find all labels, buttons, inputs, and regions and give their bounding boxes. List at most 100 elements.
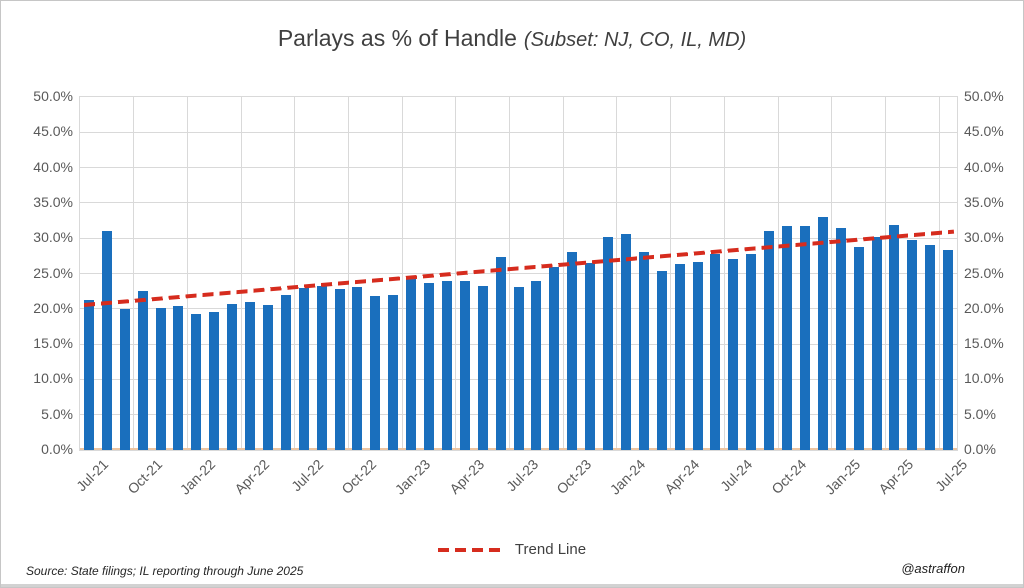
x-axis-tick-label-Apr-24: Apr-24 (660, 456, 702, 498)
bar-Feb-24 (638, 251, 649, 450)
bar-Sep-21 (119, 308, 130, 450)
x-axis-tick-label-Jul-24: Jul-24 (717, 456, 756, 495)
horizontal-gridline (80, 273, 957, 274)
bar-May-23 (477, 286, 488, 450)
bar-Jun-24 (710, 253, 721, 450)
chart-title-main: Parlays as % of Handle (277, 25, 517, 51)
x-axis-tick-label-Apr-25: Apr-25 (875, 456, 917, 498)
bar-Apr-25 (889, 224, 900, 450)
plot-area (79, 96, 958, 451)
x-axis-tick-label-Oct-21: Oct-21 (123, 456, 165, 498)
bar-Aug-23 (531, 281, 542, 450)
y-axis-tick-label-right: 20.0% (964, 299, 1004, 316)
source-note: Source: State filings; IL reporting thro… (26, 564, 304, 578)
y-axis-tick-label-right: 10.0% (964, 370, 1004, 387)
x-axis-tick-label-Oct-22: Oct-22 (338, 456, 380, 498)
horizontal-gridline (80, 167, 957, 169)
vertical-gridline (133, 97, 135, 450)
bar-Oct-23 (567, 251, 578, 450)
bar-Dec-23 (603, 236, 613, 450)
y-axis-tick-label-left: 20.0% (33, 299, 73, 316)
horizontal-gridline (80, 202, 957, 204)
x-axis-tick-label-Jul-25: Jul-25 (932, 456, 971, 495)
bar-Mar-24 (656, 271, 667, 450)
vertical-gridline (777, 97, 779, 450)
bar-May-24 (692, 262, 703, 450)
bar-Aug-24 (746, 254, 757, 450)
vertical-gridline (670, 97, 672, 450)
y-axis-tick-label-left: 40.0% (33, 158, 73, 175)
y-axis-tick-label-right: 45.0% (964, 123, 1004, 140)
vertical-gridline (240, 97, 242, 450)
x-axis-tick-label-Jul-21: Jul-21 (72, 456, 112, 495)
bar-Mar-25 (871, 236, 882, 450)
bar-Aug-21 (101, 231, 112, 450)
y-axis-tick-label-left: 35.0% (33, 193, 73, 210)
bar-Jan-24 (620, 234, 631, 450)
bar-Feb-25 (853, 247, 864, 450)
bar-Dec-24 (817, 217, 828, 450)
x-axis-tick-label-Oct-24: Oct-24 (768, 456, 810, 498)
x-axis-tick-label-Oct-23: Oct-23 (553, 456, 595, 498)
vertical-gridline (616, 97, 618, 450)
bar-Nov-23 (585, 262, 596, 450)
bar-Jul-21 (83, 299, 94, 450)
y-axis-tick-label-right: 35.0% (964, 193, 1004, 210)
bar-Mar-23 (441, 280, 452, 450)
horizontal-gridline (80, 131, 957, 133)
bar-Jan-22 (191, 314, 202, 450)
bar-Apr-23 (459, 281, 470, 450)
vertical-gridline (401, 97, 403, 450)
y-axis-tick-label-left: 5.0% (41, 405, 73, 422)
bar-Jul-23 (513, 286, 524, 450)
chart-title: Parlays as % of Handle (Subset: NJ, CO, I… (1, 25, 1023, 52)
bar-Mar-22 (227, 303, 238, 450)
bar-Jul-25 (943, 250, 954, 450)
bar-Nov-22 (370, 296, 381, 450)
bar-Apr-22 (245, 302, 255, 450)
y-axis-tick-label-right: 50.0% (964, 88, 1004, 104)
bar-Sep-24 (764, 231, 775, 450)
vertical-gridline (186, 97, 188, 450)
y-axis-tick-label-right: 5.0% (964, 405, 996, 422)
bar-Feb-23 (424, 283, 434, 450)
vertical-gridline (294, 97, 296, 450)
bottom-edge-divider (1, 584, 1023, 587)
bar-Oct-21 (137, 291, 148, 450)
vertical-gridline (509, 97, 511, 450)
x-axis-tick-label-Apr-23: Apr-23 (446, 456, 488, 498)
horizontal-gridline (80, 237, 957, 239)
y-axis-tick-label-left: 50.0% (33, 88, 73, 104)
bar-Oct-24 (782, 226, 792, 450)
y-axis-tick-label-right: 0.0% (964, 441, 996, 457)
vertical-gridline (348, 97, 349, 450)
y-axis-tick-label-left: 30.0% (33, 229, 73, 246)
bar-Feb-22 (209, 312, 220, 450)
author-handle: @astraffon (901, 561, 965, 576)
x-axis-tick-label-Jan-23: Jan-23 (391, 456, 434, 498)
bar-Nov-21 (155, 308, 166, 450)
trend-line-legend-label: Trend Line (514, 541, 587, 558)
vertical-gridline (884, 97, 886, 450)
bar-Jan-23 (406, 278, 417, 450)
bar-Apr-24 (674, 263, 685, 450)
y-axis-tick-label-right: 15.0% (964, 335, 1004, 352)
bar-Nov-24 (799, 225, 810, 450)
legend: Trend Line (1, 541, 1023, 558)
y-axis-tick-label-left: 45.0% (33, 123, 73, 140)
y-axis-tick-label-left: 25.0% (33, 264, 73, 281)
y-axis-tick-label-left: 10.0% (33, 370, 73, 387)
vertical-gridline (723, 97, 725, 450)
bar-Jul-24 (728, 258, 739, 450)
bar-Jul-22 (298, 287, 309, 450)
bar-Dec-22 (388, 295, 399, 450)
y-axis-tick-label-right: 25.0% (964, 264, 1004, 281)
bar-Sep-22 (334, 289, 345, 450)
bar-Oct-22 (352, 286, 363, 450)
x-axis-tick-label-Jul-22: Jul-22 (287, 456, 327, 495)
x-axis-tick-label-Apr-22: Apr-22 (231, 456, 273, 498)
bar-Aug-22 (316, 286, 327, 450)
vertical-gridline (938, 97, 940, 450)
trend-line-legend-swatch (437, 547, 502, 552)
